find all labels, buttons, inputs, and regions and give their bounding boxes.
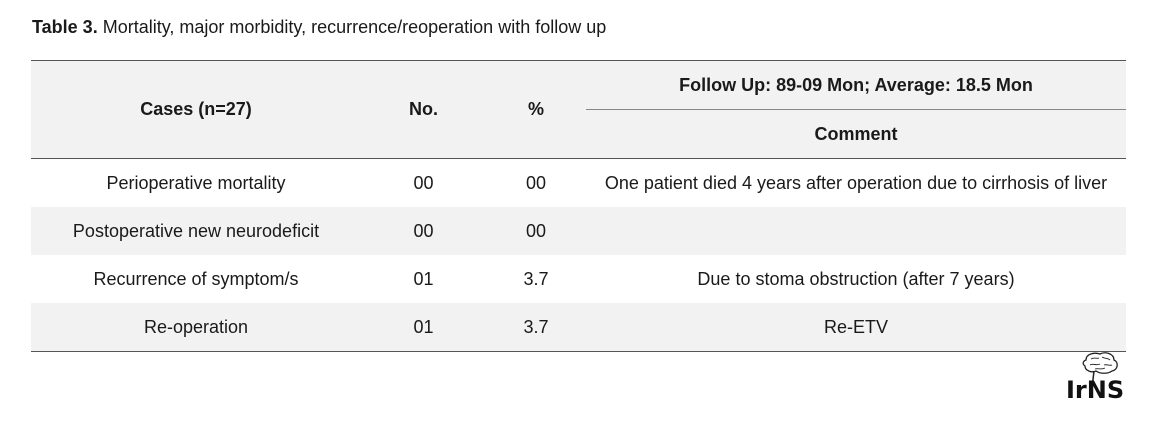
- header-no: No.: [361, 60, 486, 159]
- cell-percent: 00: [486, 207, 586, 255]
- mortality-table: Cases (n=27) No. % Follow Up: 89-09 Mon;…: [31, 60, 1126, 352]
- cell-case: Perioperative mortality: [106, 172, 286, 193]
- cell-comment: One patient died 4 years after operation…: [604, 172, 1108, 193]
- table-row: Recurrence of symptom/s 01 3.7 Due to st…: [31, 255, 1126, 303]
- header-cases: Cases (n=27): [31, 60, 361, 159]
- cell-no: 00: [413, 172, 434, 193]
- table-row: Postoperative new neurodeficit 00 00: [31, 207, 1126, 255]
- caption-text: Mortality, major morbidity, recurrence/r…: [102, 17, 607, 37]
- header-follow-up: Follow Up: 89-09 Mon; Average: 18.5 Mon: [586, 60, 1126, 110]
- cell-case: Re-operation: [31, 303, 361, 352]
- table-row: Re-operation 01 3.7 Re-ETV: [31, 303, 1126, 352]
- cell-percent: 00: [525, 172, 547, 193]
- cell-no: 01: [413, 268, 434, 289]
- header-comment: Comment: [586, 109, 1126, 159]
- cell-no: 00: [361, 207, 486, 255]
- brain-logo-icon: IrNS: [1066, 352, 1124, 402]
- cell-comment: Re-ETV: [586, 303, 1126, 352]
- cell-no: 01: [361, 303, 486, 352]
- caption-label: Table 3.: [32, 17, 98, 37]
- cell-percent: 3.7: [486, 303, 586, 352]
- cell-comment: [586, 207, 1126, 255]
- table-caption: Table 3. Mortality, major morbidity, rec…: [32, 17, 606, 38]
- cell-case: Postoperative new neurodeficit: [31, 207, 361, 255]
- cell-comment: Due to stoma obstruction (after 7 years): [697, 268, 1015, 289]
- cell-case: Recurrence of symptom/s: [93, 268, 299, 289]
- header-percent: %: [486, 60, 586, 159]
- table-row: Perioperative mortality 00 00 One patien…: [31, 159, 1126, 208]
- cell-percent: 3.7: [523, 268, 549, 289]
- logo-text: IrNS: [1066, 376, 1124, 402]
